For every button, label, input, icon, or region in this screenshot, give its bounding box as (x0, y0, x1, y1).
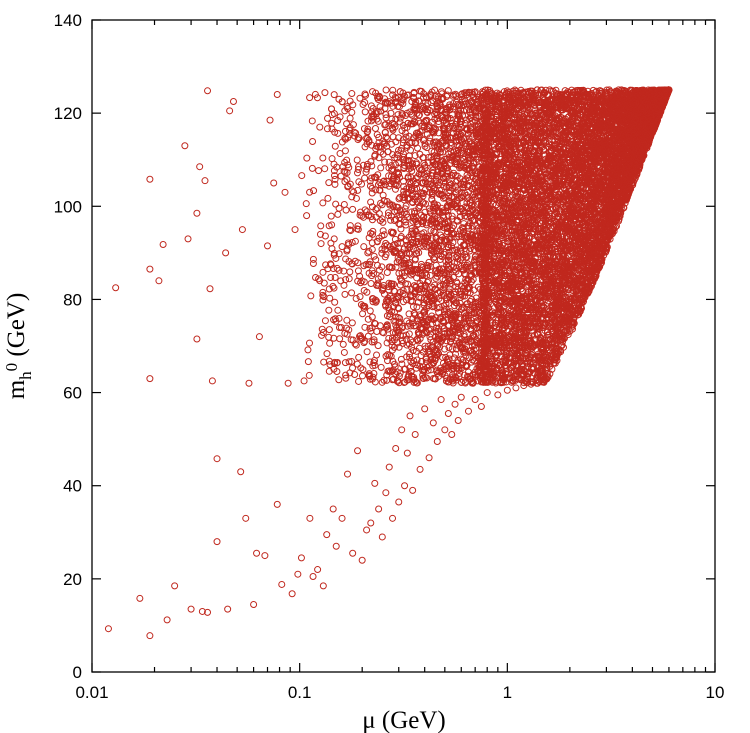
data-points (104, 86, 673, 640)
data-point (527, 365, 535, 373)
